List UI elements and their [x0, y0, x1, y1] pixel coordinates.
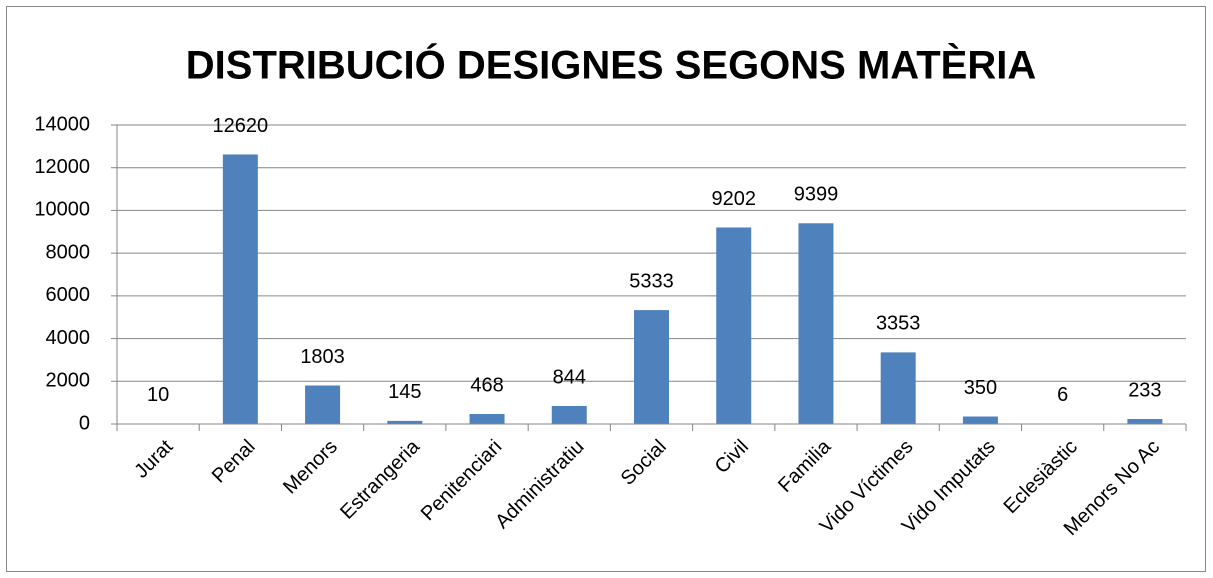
bar [305, 385, 341, 424]
y-tick-label: 2000 [46, 370, 91, 392]
bar [387, 420, 423, 424]
data-label: 233 [1128, 379, 1161, 401]
data-label: 468 [470, 374, 503, 396]
bar [798, 223, 834, 424]
bar [962, 416, 998, 424]
data-label: 9202 [711, 188, 756, 210]
data-label: 1803 [300, 346, 345, 368]
bar [469, 414, 505, 424]
y-tick-label: 14000 [34, 113, 90, 135]
y-tick-label: 4000 [46, 327, 91, 349]
bar [880, 352, 916, 424]
bar [551, 405, 587, 424]
data-label: 5333 [629, 270, 674, 292]
data-label: 6 [1057, 384, 1068, 406]
chart-frame [6, 6, 1206, 572]
chart-title: DISTRIBUCIÓ DESIGNES SEGONS MATÈRIA [186, 42, 1036, 88]
bar [634, 310, 669, 424]
data-label: 145 [388, 381, 421, 403]
data-label: 9399 [794, 184, 839, 206]
data-label: 12620 [213, 115, 269, 137]
y-tick-label: 0 [79, 412, 90, 434]
data-label: 350 [964, 377, 997, 399]
y-tick-label: 6000 [46, 284, 91, 306]
bar [222, 154, 258, 425]
y-tick-label: 10000 [34, 199, 90, 221]
data-label: 844 [553, 366, 586, 388]
data-label: 3353 [876, 313, 921, 335]
bar [1127, 419, 1163, 424]
bar [716, 227, 752, 424]
y-tick-label: 8000 [46, 241, 91, 263]
data-label: 10 [147, 384, 169, 406]
y-tick-label: 12000 [34, 156, 90, 178]
